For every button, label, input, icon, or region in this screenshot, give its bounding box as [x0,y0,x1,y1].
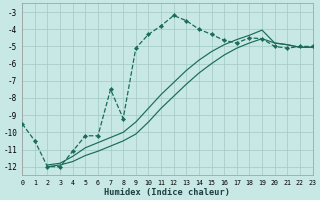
X-axis label: Humidex (Indice chaleur): Humidex (Indice chaleur) [104,188,230,197]
